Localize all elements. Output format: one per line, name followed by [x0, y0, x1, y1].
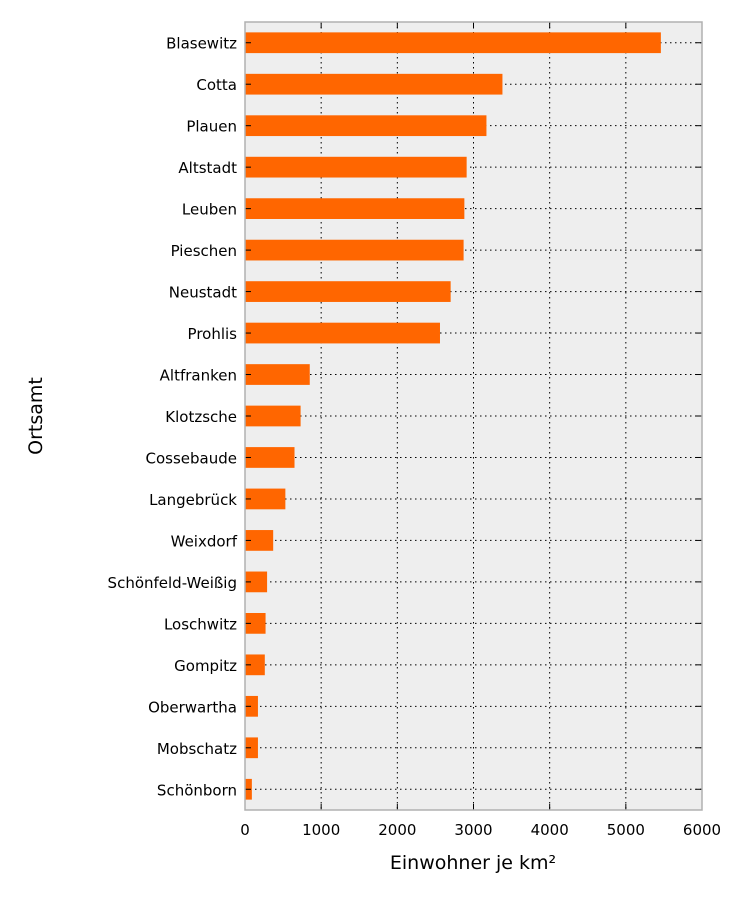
y-tick-label: Altstadt — [178, 159, 237, 177]
bar — [245, 281, 451, 302]
y-tick-label: Prohlis — [188, 325, 238, 343]
bar — [245, 654, 265, 676]
y-tick-label: Mobschatz — [157, 740, 237, 758]
x-tick-label: 3000 — [454, 821, 492, 839]
plot-frame — [244, 21, 703, 811]
y-tick-label: Oberwartha — [148, 698, 237, 716]
plot-background — [245, 22, 702, 810]
y-tick-label: Leuben — [182, 201, 237, 219]
bar — [245, 322, 440, 344]
y-tick-label: Altfranken — [160, 367, 237, 385]
y-tick-label: Plauen — [186, 118, 237, 136]
bar — [245, 613, 266, 634]
y-tick-label: Langebrück — [149, 491, 237, 509]
y-tick-label: Klotzsche — [165, 408, 237, 426]
y-tick-label: Cotta — [196, 76, 237, 94]
bar — [245, 447, 295, 468]
bar — [245, 364, 310, 385]
x-tick-labels: 0 1000 2000 3000 4000 5000 6000 — [240, 821, 721, 839]
bars — [245, 32, 661, 800]
bar — [245, 737, 258, 759]
y-tick-label: Cossebaude — [146, 449, 237, 467]
x-tick-label: 4000 — [531, 821, 569, 839]
x-tick-label: 0 — [240, 821, 250, 839]
y-tick-label: Schönborn — [157, 781, 237, 799]
bar — [245, 405, 301, 427]
y-tick-labels: Blasewitz Cotta Plauen Altstadt Leuben Piesch… — [108, 35, 238, 800]
bar — [245, 695, 258, 717]
bar — [245, 488, 286, 510]
y-tick-label: Neustadt — [169, 284, 237, 302]
x-tick-label: 2000 — [378, 821, 416, 839]
x-tick-label: 6000 — [683, 821, 721, 839]
y-axis-title: Ortsamt — [25, 377, 47, 455]
y-tick-label: Schönfeld-Weißig — [108, 574, 237, 592]
y-tick-label: Loschwitz — [164, 615, 237, 633]
x-tick-label: 1000 — [302, 821, 340, 839]
bar — [245, 115, 487, 137]
x-axis-title: Einwohner je km² — [390, 852, 556, 874]
y-tick-label: Blasewitz — [166, 35, 237, 53]
bar — [245, 530, 274, 551]
y-tick-label: Gompitz — [174, 657, 237, 675]
bar — [245, 32, 661, 54]
x-tick-label: 5000 — [607, 821, 645, 839]
y-tick-label: Weixdorf — [171, 532, 238, 550]
bar — [245, 571, 268, 593]
bar — [245, 198, 465, 219]
y-tick-label: Pieschen — [171, 242, 237, 260]
bar — [245, 239, 464, 261]
bar — [245, 73, 503, 95]
bar — [245, 156, 467, 178]
